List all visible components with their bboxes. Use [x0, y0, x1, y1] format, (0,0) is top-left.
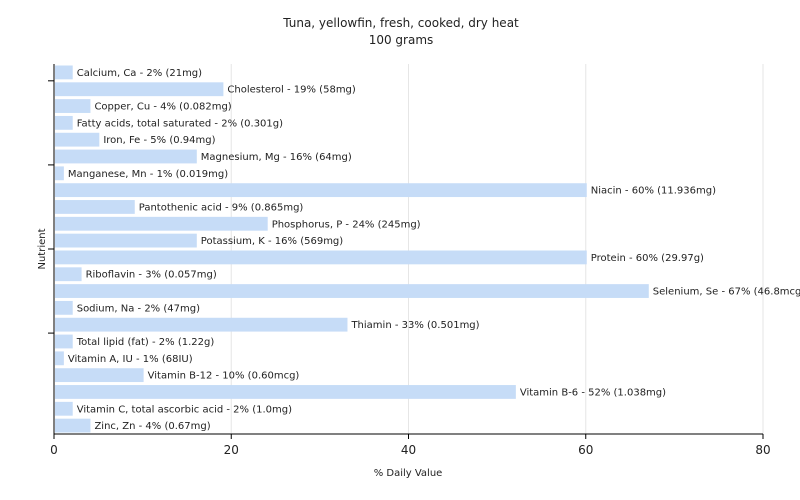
bars: Calcium, Ca - 2% (21mg) Cholesterol - 19%…: [55, 65, 800, 433]
bar-label: Copper, Cu - 4% (0.082mg): [94, 102, 231, 113]
bar-label: Protein - 60% (29.97g): [591, 253, 704, 264]
bar: [55, 82, 224, 97]
x-tick-label: 20: [224, 443, 239, 457]
bar: [55, 385, 516, 399]
bar-label: Sodium, Na - 2% (47mg): [77, 303, 200, 314]
x-tick-label: 60: [578, 443, 593, 457]
bar-label: Selenium, Se - 67% (46.8mcg): [653, 287, 800, 298]
bar: [55, 132, 100, 147]
x-tick-label: 40: [401, 443, 416, 457]
bar: [55, 334, 73, 349]
bar-label: Zinc, Zn - 4% (0.67mg): [94, 421, 210, 432]
bar: [55, 233, 197, 248]
bar-label: Fatty acids, total saturated - 2% (0.301…: [77, 118, 283, 129]
bar-label: Cholesterol - 19% (58mg): [227, 85, 356, 96]
bar-label: Iron, Fe - 5% (0.94mg): [103, 135, 215, 146]
x-tick-label: 0: [50, 443, 58, 457]
bar-label: Manganese, Mn - 1% (0.019mg): [68, 169, 228, 180]
bar: [55, 115, 73, 130]
bar-label: Vitamin B-6 - 52% (1.038mg): [520, 387, 666, 398]
bar: [55, 300, 73, 315]
bar-label: Phosphorus, P - 24% (245mg): [272, 219, 421, 230]
bar-label: Vitamin A, IU - 1% (68IU): [68, 354, 193, 365]
bar-label: Calcium, Ca - 2% (21mg): [77, 68, 202, 79]
bar: [55, 99, 91, 113]
bar: [55, 418, 91, 433]
x-axis-label: % Daily Value: [374, 468, 443, 479]
bar: [55, 267, 82, 282]
bar: [55, 65, 73, 80]
axes: 0 20 40 60 80: [48, 64, 771, 457]
bar: [55, 284, 649, 298]
bar-label: Thiamin - 33% (0.501mg): [350, 320, 479, 331]
bar: [55, 200, 135, 214]
bar-label: Total lipid (fat) - 2% (1.22g): [76, 337, 215, 348]
bar-label: Riboflavin - 3% (0.057mg): [86, 270, 217, 281]
bar: [55, 216, 268, 231]
bar: [55, 351, 64, 366]
chart-title: Tuna, yellowfin, fresh, cooked, dry heat: [282, 16, 519, 30]
chart-subtitle: 100 grams: [369, 33, 434, 47]
bar-label: Vitamin C, total ascorbic acid - 2% (1.0…: [77, 404, 292, 415]
bar: [55, 149, 197, 164]
bar: [55, 183, 587, 198]
bar: [55, 166, 64, 181]
bar: [55, 401, 73, 416]
bar-label: Potassium, K - 16% (569mg): [201, 236, 343, 247]
bar: [55, 317, 348, 332]
bar-label: Pantothenic acid - 9% (0.865mg): [139, 202, 304, 213]
y-axis-label: Nutrient: [37, 228, 48, 269]
bar-label: Vitamin B-12 - 10% (0.60mcg): [148, 371, 300, 382]
grid: [230, 64, 764, 434]
x-tick-label: 80: [755, 443, 770, 457]
bar: [55, 368, 144, 383]
bar-label: Niacin - 60% (11.936mg): [591, 186, 716, 197]
bar-label: Magnesium, Mg - 16% (64mg): [201, 152, 352, 163]
bar: [55, 250, 587, 265]
